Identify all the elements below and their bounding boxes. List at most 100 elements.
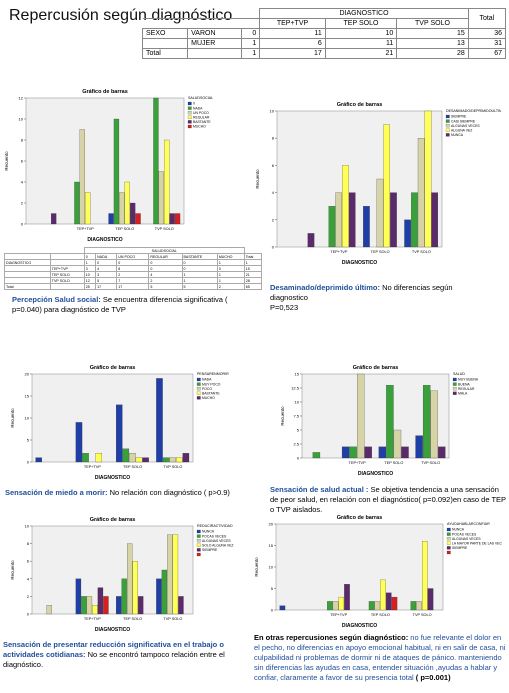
chart-salud-social: Gráfico de barras 0 2 4 6 8 10 12 Recuento DIAGNO… bbox=[2, 84, 240, 244]
y-tick-label: 10 bbox=[19, 117, 24, 122]
bar bbox=[97, 587, 104, 615]
bar bbox=[307, 233, 315, 248]
y-tick-label: 10 bbox=[295, 400, 300, 405]
legend-label: 0 bbox=[193, 102, 195, 106]
bar bbox=[92, 605, 98, 615]
bar bbox=[164, 139, 170, 225]
bar bbox=[383, 124, 390, 248]
legend-swatch bbox=[187, 106, 192, 110]
bar bbox=[124, 181, 130, 225]
legend-swatch bbox=[445, 128, 450, 132]
legend-swatch bbox=[196, 548, 201, 552]
x-tick-label: TEP SOLO bbox=[123, 465, 142, 469]
legend-swatch bbox=[196, 391, 201, 395]
crosstab-col-header: TEP+TVP bbox=[259, 18, 326, 29]
legend-swatch bbox=[445, 133, 450, 137]
legend-label: POCAS VECES bbox=[202, 534, 227, 538]
x-tick-label: TVP SOLO bbox=[413, 613, 432, 617]
bar bbox=[427, 588, 434, 611]
y-tick-label: 2 bbox=[272, 217, 275, 222]
bar bbox=[51, 213, 57, 225]
legend-label: NUNCA bbox=[451, 133, 464, 137]
legend-swatch bbox=[187, 120, 192, 124]
bar bbox=[176, 457, 183, 463]
legend-swatch bbox=[196, 529, 201, 534]
legend-label: NUNCA bbox=[452, 528, 465, 532]
bar bbox=[115, 404, 123, 463]
bar bbox=[327, 601, 333, 611]
legend-swatch bbox=[196, 534, 201, 538]
y-axis-label: Recuento bbox=[280, 406, 285, 426]
bar bbox=[391, 596, 398, 611]
bar bbox=[135, 213, 141, 225]
bar bbox=[161, 569, 168, 615]
bar bbox=[404, 219, 411, 248]
legend-label: ALGUNA VEZ bbox=[451, 129, 472, 133]
y-tick-label: 5 bbox=[297, 428, 300, 433]
x-tick-label: TEP+TVP bbox=[84, 617, 101, 621]
bar bbox=[156, 578, 162, 615]
x-tick-label: TEP+TVP bbox=[349, 461, 366, 465]
bar bbox=[129, 453, 136, 463]
legend-swatch bbox=[446, 550, 451, 555]
bar bbox=[79, 129, 85, 225]
crosstab-total-header: Total bbox=[467, 8, 507, 29]
legend-swatch bbox=[196, 552, 201, 557]
caption-desanimado: Desaminado/deprimido último: No diferenc… bbox=[270, 283, 453, 312]
bar bbox=[338, 596, 345, 611]
bar bbox=[172, 534, 179, 615]
bar bbox=[438, 446, 446, 459]
salud-social-table: SALUDSOCIAL 0 NADA UN POCO REGULAR BASTA… bbox=[4, 247, 263, 290]
bar bbox=[75, 578, 82, 615]
x-tick-label: TEP SOLO bbox=[371, 250, 390, 254]
legend-label: MUCHO bbox=[202, 396, 215, 400]
legend-swatch bbox=[196, 539, 201, 543]
y-tick-label: 12.5 bbox=[291, 386, 300, 391]
bar bbox=[393, 429, 402, 459]
legend-swatch bbox=[452, 377, 457, 382]
y-tick-label: 0 bbox=[272, 245, 275, 250]
legend-label: BASTANTE bbox=[202, 392, 220, 396]
caption-reducir-actividad: Sensación de presentar reducción signifi… bbox=[3, 640, 225, 669]
table-row: Total 1 17 21 28 67 bbox=[141, 48, 507, 59]
legend-label: ALGUNAS VECES bbox=[452, 537, 481, 541]
bar bbox=[108, 213, 114, 225]
legend-swatch bbox=[446, 541, 451, 545]
x-tick-label: TVP SOLO bbox=[155, 227, 174, 231]
table-row: TEP+TVP 3 4 8 0 0 0 15 bbox=[4, 265, 263, 272]
bar bbox=[385, 592, 392, 611]
legend-swatch bbox=[187, 111, 192, 115]
y-tick-label: 6 bbox=[27, 559, 30, 564]
bar bbox=[380, 579, 386, 611]
bar bbox=[122, 448, 130, 463]
legend-swatch bbox=[196, 377, 201, 382]
chart-ayuda-hablar: Gráfico de barras 0 5 10 15 20 Recuento DIAGNOS… bbox=[252, 510, 502, 630]
bar bbox=[335, 192, 342, 248]
bar bbox=[162, 457, 170, 463]
y-tick-label: 8 bbox=[21, 138, 24, 143]
x-tick-label: TVP SOLO bbox=[163, 617, 182, 621]
legend-label: MUY POCO bbox=[202, 382, 221, 386]
legend-swatch bbox=[452, 387, 457, 391]
bar bbox=[156, 378, 163, 463]
y-tick-label: 0 bbox=[21, 222, 24, 227]
legend-label: ALGUNAS VECES bbox=[451, 124, 480, 128]
legend-label: SIEMPRE bbox=[202, 548, 218, 552]
bar bbox=[364, 446, 372, 459]
legend-label: SOLO ALGUNA VEZ bbox=[202, 544, 233, 548]
legend-swatch bbox=[446, 546, 451, 550]
legend-swatch bbox=[196, 382, 201, 386]
table-row: Total 25 17 17 5 5 2 65 bbox=[4, 283, 263, 290]
bar bbox=[279, 605, 286, 611]
bar bbox=[174, 213, 181, 225]
bar bbox=[342, 165, 349, 248]
crosstab-col-header: TVP SOLO bbox=[396, 18, 469, 29]
bar bbox=[344, 584, 350, 611]
legend-swatch bbox=[452, 391, 457, 395]
y-tick-label: 20 bbox=[269, 522, 274, 527]
y-tick-label: 8 bbox=[27, 541, 30, 546]
bar bbox=[328, 206, 336, 248]
bar bbox=[349, 446, 357, 459]
y-tick-label: 15 bbox=[295, 372, 300, 377]
table-row: SEXO VARON 0 11 10 15 36 bbox=[141, 28, 507, 39]
